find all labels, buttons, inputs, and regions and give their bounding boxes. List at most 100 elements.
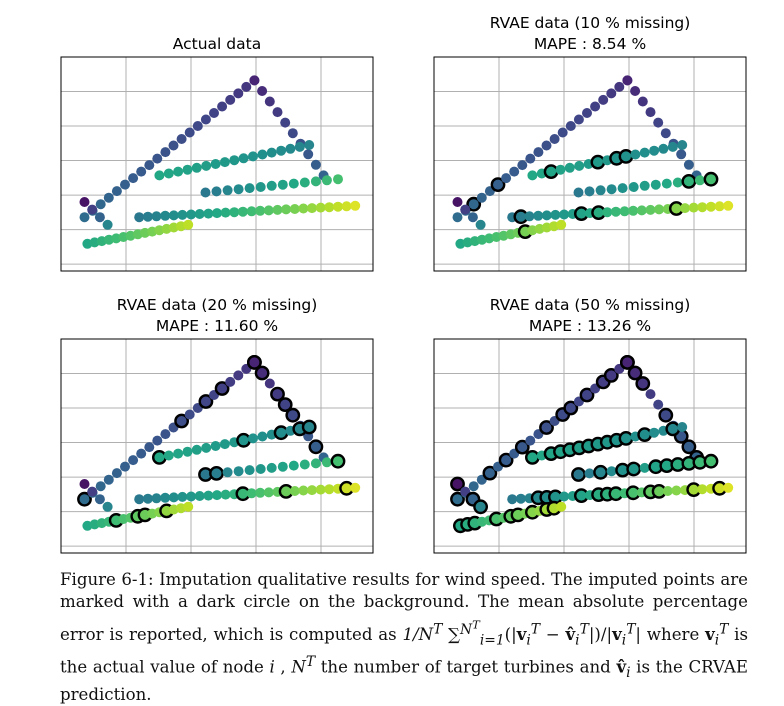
data-point — [672, 177, 683, 188]
data-point — [630, 86, 641, 96]
formula-v2: v̂ — [565, 624, 576, 645]
data-point — [622, 75, 633, 86]
data-point — [315, 202, 326, 213]
data-point — [255, 205, 266, 216]
data-point — [452, 197, 463, 207]
imputed-point — [301, 419, 317, 435]
data-point — [557, 127, 568, 138]
data-point — [144, 442, 155, 453]
formula-v3: v — [612, 624, 622, 645]
data-point — [163, 168, 174, 179]
data-point — [525, 153, 536, 164]
imputed-point — [198, 394, 214, 409]
data-point — [134, 494, 145, 505]
data-point — [288, 178, 299, 189]
data-point — [660, 128, 671, 139]
data-point — [225, 94, 236, 105]
data-point — [244, 465, 255, 476]
data-point — [289, 204, 300, 214]
data-point — [154, 170, 165, 181]
data-point — [184, 127, 195, 138]
data-point — [677, 140, 688, 150]
data-point — [683, 159, 694, 170]
data-point — [219, 439, 230, 450]
data-point — [255, 464, 266, 474]
data-point — [628, 205, 639, 216]
formula-part-1: 1/N — [402, 625, 434, 645]
data-point — [186, 209, 197, 220]
caption-vhat-sub: i — [626, 665, 631, 682]
imputed-point — [277, 397, 293, 412]
caption-text-5: the number of target turbines and — [315, 657, 617, 677]
data-point — [163, 450, 174, 461]
data-point — [299, 459, 310, 470]
caption-vhat: v̂ — [616, 656, 627, 677]
axes-frame — [433, 338, 747, 554]
data-point — [614, 81, 625, 92]
data-point — [573, 114, 584, 125]
data-point — [303, 149, 314, 160]
formula-v2-sub: i — [575, 632, 580, 649]
data-point — [565, 121, 576, 131]
data-point — [658, 143, 669, 154]
data-point — [191, 444, 202, 455]
grid — [61, 57, 373, 271]
data-point — [128, 455, 139, 466]
formula-part-5: |)/| — [588, 625, 613, 645]
formula-part-4: − — [540, 625, 566, 645]
data-point — [636, 205, 647, 216]
data-point — [229, 207, 240, 218]
data-point — [628, 182, 639, 192]
data-point — [257, 149, 268, 160]
data-point — [280, 117, 291, 128]
data-point — [452, 212, 463, 223]
data-point — [266, 462, 277, 473]
imputed-point — [593, 464, 608, 480]
data-point — [264, 378, 275, 389]
data-point — [524, 211, 535, 222]
imputed-point — [270, 386, 285, 402]
imputed-point — [703, 453, 719, 469]
data-point — [341, 201, 352, 212]
data-point — [288, 460, 299, 471]
data-point — [564, 162, 575, 173]
data-point — [606, 88, 617, 99]
data-point — [186, 491, 197, 502]
data-point — [152, 153, 163, 164]
chart-panel-1: Actual data — [60, 35, 374, 272]
data-point — [94, 494, 105, 505]
data-point — [661, 178, 672, 189]
data-point — [111, 186, 122, 197]
data-point — [201, 160, 212, 171]
data-point — [183, 501, 194, 512]
imputed-point — [539, 420, 554, 435]
imputed-point — [514, 439, 530, 455]
data-point — [333, 174, 343, 185]
data-point — [87, 486, 98, 497]
data-point — [525, 435, 536, 446]
formula-v3-sub: i — [621, 632, 627, 649]
data-point — [210, 441, 221, 451]
imputed-point — [626, 461, 642, 477]
data-point — [264, 96, 275, 107]
data-point — [649, 145, 660, 156]
imputed-point — [658, 407, 674, 423]
data-point — [248, 433, 258, 444]
imputed-point — [473, 499, 488, 515]
data-point — [645, 107, 656, 118]
data-point — [307, 485, 317, 496]
data-point — [630, 149, 641, 160]
formula-part-1-sup: T — [433, 621, 443, 638]
imputed-point — [209, 465, 224, 481]
data-point — [723, 200, 734, 211]
imputed-point — [603, 367, 619, 383]
data-point — [136, 166, 147, 177]
imputed-point — [466, 196, 482, 212]
data-point — [639, 180, 650, 191]
data-point — [102, 219, 113, 230]
data-point — [95, 481, 106, 492]
data-point — [183, 219, 194, 230]
axes-frame — [433, 56, 747, 272]
imputed-point — [590, 154, 606, 170]
data-point — [321, 457, 332, 468]
